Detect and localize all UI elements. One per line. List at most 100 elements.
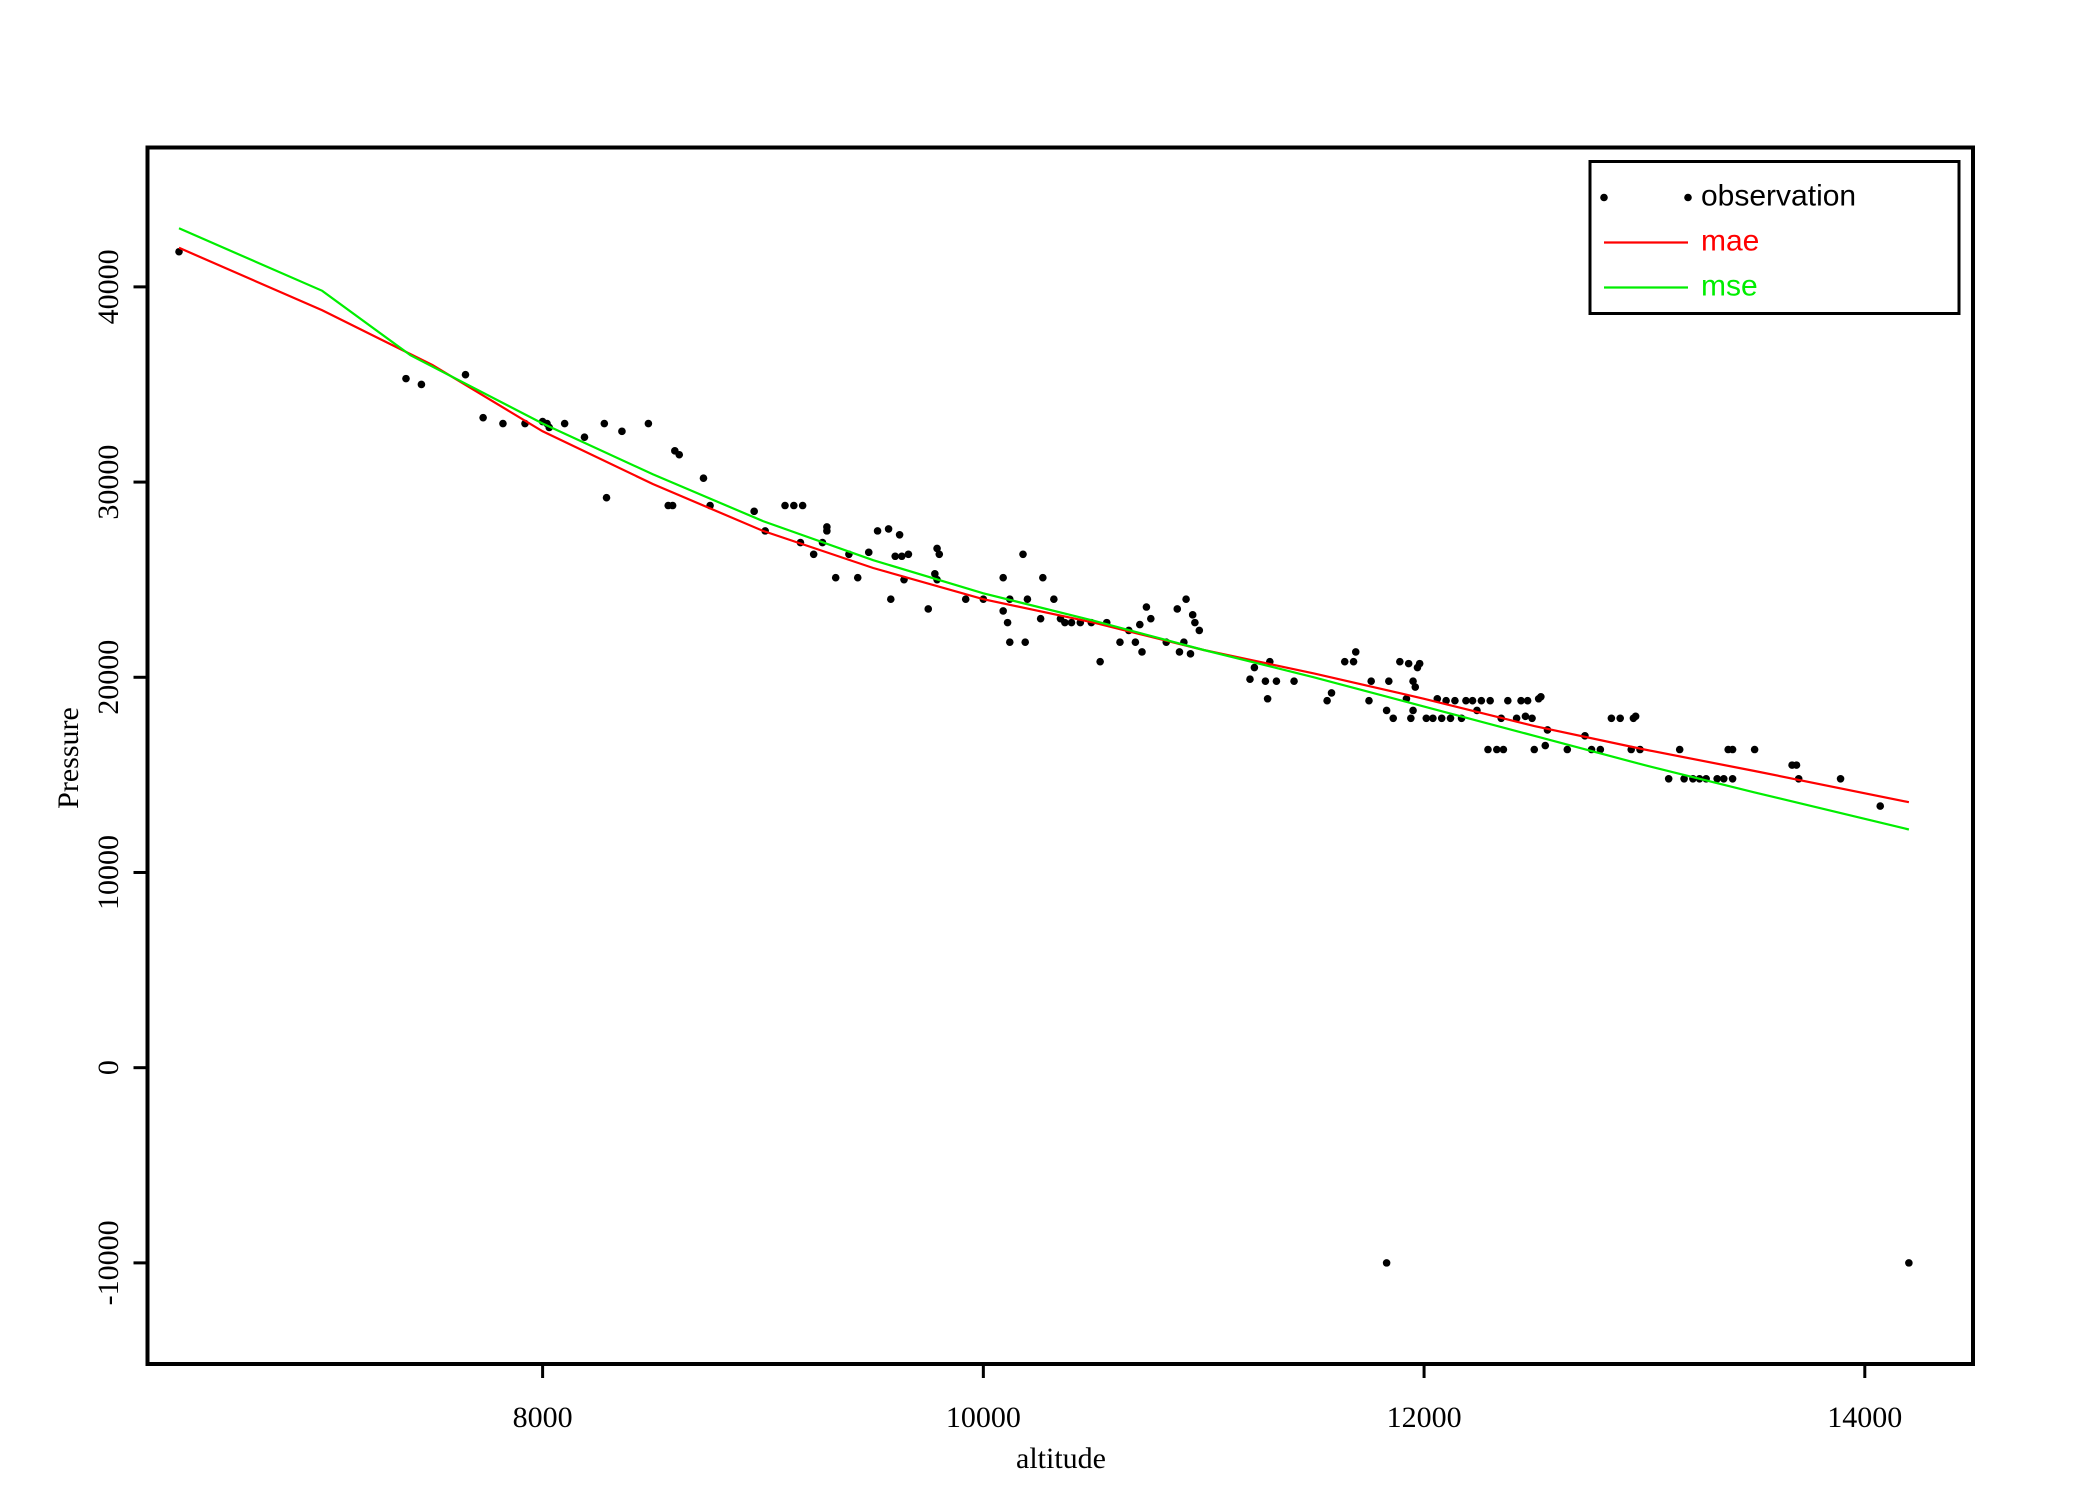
y-tick-label: 10000 bbox=[92, 835, 125, 910]
x-tick-label: 12000 bbox=[1387, 1401, 1462, 1434]
point bbox=[1382, 1259, 1391, 1267]
point bbox=[1019, 550, 1027, 559]
point bbox=[1272, 677, 1281, 685]
point bbox=[1191, 618, 1199, 627]
plot-frame bbox=[145, 145, 1975, 1366]
y-tick-label: 30000 bbox=[92, 445, 125, 520]
point bbox=[1477, 696, 1486, 705]
point bbox=[1340, 657, 1349, 666]
point bbox=[1096, 657, 1104, 666]
point bbox=[1005, 638, 1014, 646]
point bbox=[1680, 774, 1688, 783]
point bbox=[961, 595, 970, 603]
legend-label: observation bbox=[1701, 179, 1856, 212]
point bbox=[1422, 714, 1431, 723]
x-tick-label: 10000 bbox=[946, 1401, 1021, 1434]
point bbox=[873, 527, 882, 535]
point bbox=[798, 501, 807, 510]
point bbox=[600, 419, 609, 428]
point bbox=[884, 525, 893, 533]
point bbox=[1876, 802, 1885, 810]
point bbox=[886, 595, 895, 603]
point bbox=[1468, 696, 1477, 705]
point bbox=[1188, 611, 1197, 619]
point bbox=[1728, 745, 1737, 754]
point bbox=[1036, 614, 1045, 623]
point bbox=[1061, 618, 1069, 627]
point bbox=[602, 493, 611, 502]
y-tick-label: 0 bbox=[92, 1060, 125, 1075]
point bbox=[1486, 696, 1494, 705]
point bbox=[644, 419, 653, 428]
point bbox=[479, 413, 487, 422]
point bbox=[1492, 745, 1501, 754]
point bbox=[1616, 714, 1624, 723]
point bbox=[1409, 677, 1417, 685]
point bbox=[417, 380, 426, 389]
point bbox=[1451, 696, 1459, 705]
point bbox=[1462, 696, 1470, 705]
point bbox=[1023, 595, 1032, 603]
point bbox=[1261, 677, 1270, 685]
point bbox=[1664, 774, 1673, 783]
point bbox=[1147, 614, 1155, 623]
point bbox=[750, 507, 758, 516]
point bbox=[1327, 689, 1336, 697]
point bbox=[175, 247, 183, 256]
point bbox=[904, 550, 913, 559]
point bbox=[933, 544, 941, 553]
point bbox=[560, 419, 569, 428]
point bbox=[853, 573, 862, 582]
point bbox=[1263, 694, 1272, 703]
point bbox=[1750, 745, 1759, 754]
point bbox=[1173, 605, 1182, 613]
point bbox=[1728, 774, 1737, 783]
point bbox=[999, 607, 1007, 615]
point bbox=[831, 573, 840, 582]
legend-marker bbox=[1600, 193, 1608, 202]
point bbox=[1446, 714, 1455, 723]
point bbox=[1415, 659, 1424, 668]
y-axis-label: Pressure bbox=[52, 707, 85, 809]
point bbox=[891, 552, 899, 561]
point bbox=[1182, 595, 1190, 603]
point bbox=[1713, 774, 1721, 783]
point bbox=[1530, 745, 1539, 754]
point bbox=[499, 419, 507, 428]
point bbox=[1541, 741, 1550, 750]
y-tick-label: 20000 bbox=[92, 640, 125, 715]
point bbox=[1517, 696, 1525, 705]
y-tick-label: -10000 bbox=[92, 1220, 125, 1305]
point bbox=[1349, 657, 1358, 666]
point bbox=[402, 374, 410, 383]
point bbox=[1437, 714, 1446, 723]
point bbox=[675, 450, 684, 459]
y-tick-label: 40000 bbox=[92, 249, 125, 324]
point bbox=[1021, 638, 1030, 646]
x-axis-label: altitude bbox=[1016, 1442, 1106, 1475]
point bbox=[1905, 1259, 1913, 1267]
point bbox=[1003, 618, 1012, 627]
point bbox=[1136, 620, 1144, 629]
point bbox=[809, 550, 818, 559]
point bbox=[1675, 745, 1684, 754]
point bbox=[580, 433, 589, 441]
point bbox=[1385, 677, 1393, 685]
x-tick-label: 14000 bbox=[1827, 1401, 1902, 1434]
point bbox=[1365, 696, 1373, 705]
point bbox=[1186, 650, 1195, 658]
point bbox=[1116, 638, 1124, 646]
line bbox=[178, 227, 1910, 831]
x-tick-label: 8000 bbox=[513, 1401, 573, 1434]
legend-label: mse bbox=[1701, 269, 1758, 302]
point bbox=[924, 605, 933, 613]
point bbox=[1528, 714, 1536, 723]
point bbox=[999, 573, 1007, 582]
point bbox=[1050, 595, 1058, 603]
point bbox=[1631, 712, 1640, 721]
point bbox=[1429, 714, 1437, 723]
point bbox=[1607, 714, 1616, 723]
point bbox=[895, 530, 904, 539]
point bbox=[1504, 696, 1512, 705]
